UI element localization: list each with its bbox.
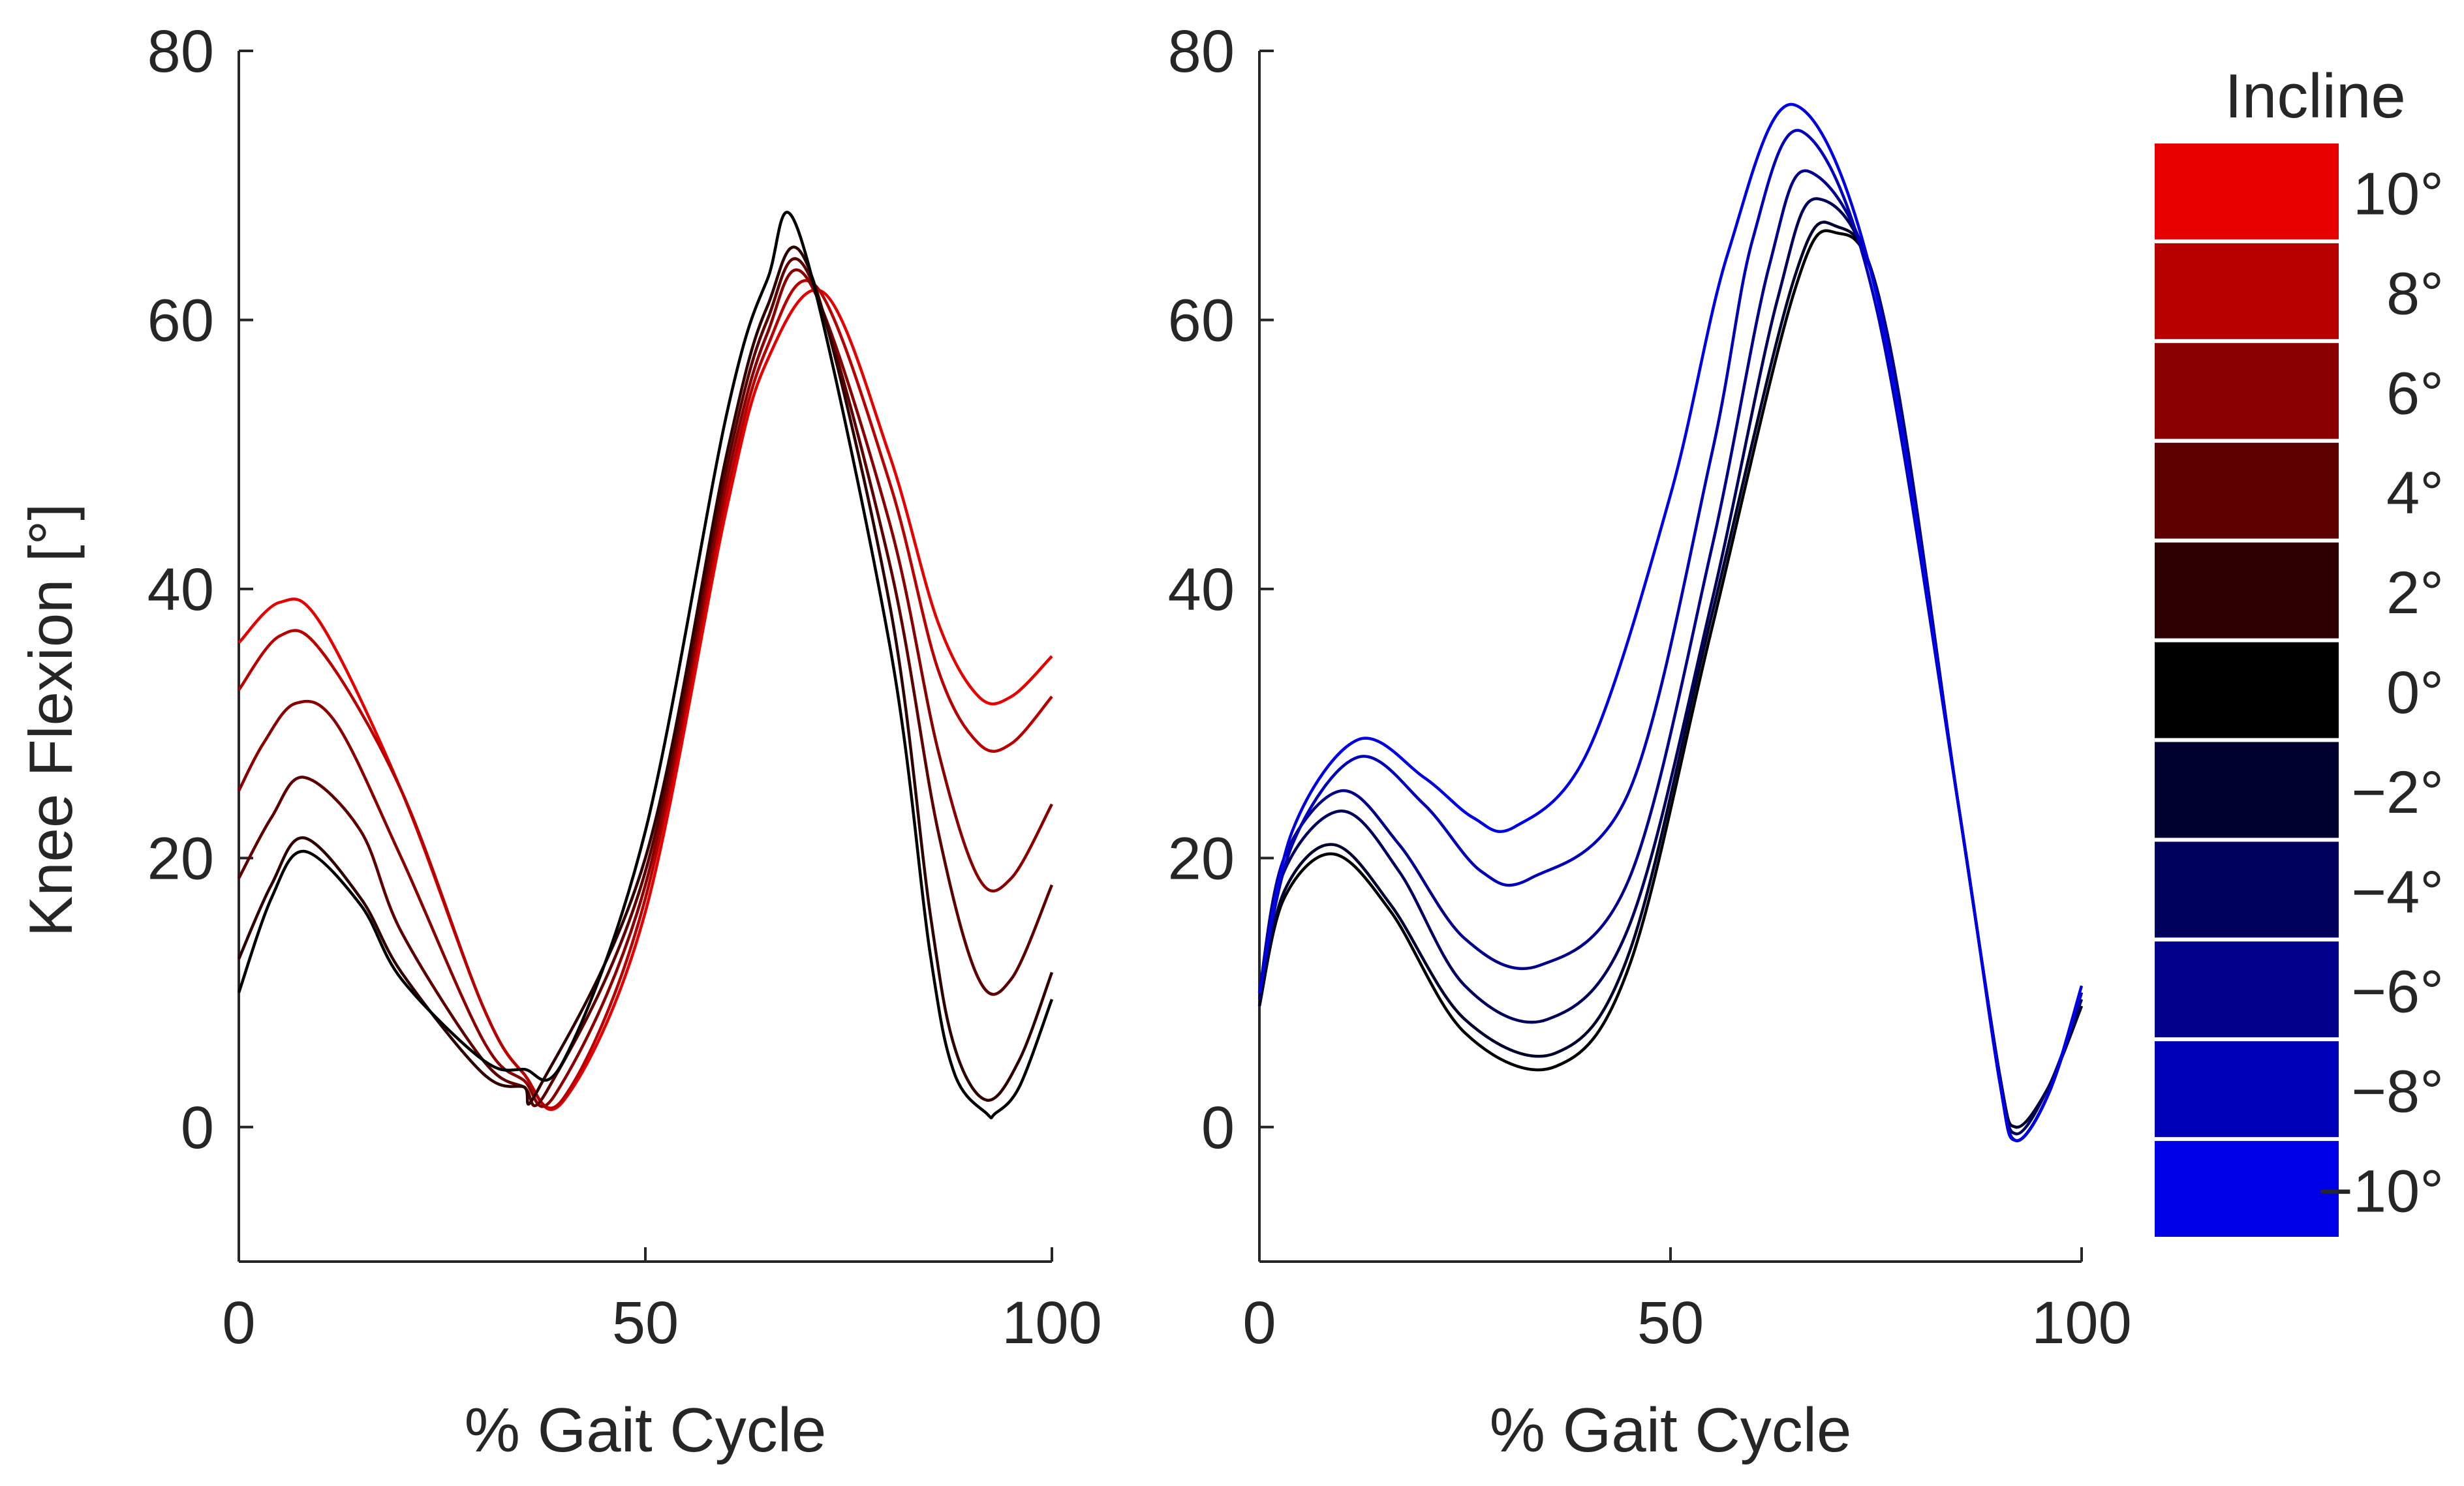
series-line-5 — [237, 245, 1054, 1106]
legend-swatch — [2155, 642, 2339, 738]
series-line-2 — [238, 279, 1053, 1110]
series-line-1 — [238, 288, 1053, 1112]
legend-label: −10° — [2318, 1159, 2444, 1225]
legend-label: 6° — [2386, 360, 2444, 427]
series-line-3 — [1257, 197, 2084, 1136]
legend-swatch — [2155, 342, 2339, 439]
y-tick-label: 20 — [1168, 825, 1235, 892]
legend-label: 4° — [2386, 460, 2444, 526]
y-tick-label: 20 — [147, 825, 214, 892]
legend-label: −4° — [2351, 859, 2444, 926]
series-line-5 — [1257, 129, 2084, 1142]
legend-label: 2° — [2386, 560, 2444, 626]
series-line-2 — [1257, 220, 2084, 1129]
right-panel-decline: 0 50 100 0 20 40 60 80 % Gait Cycle — [1168, 18, 2132, 1465]
series-line-3 — [238, 268, 1053, 1108]
legend-label: −2° — [2351, 759, 2444, 826]
x-axis-label: % Gait Cycle — [465, 1395, 827, 1465]
legend-swatch — [2155, 1141, 2339, 1237]
x-tick-label: 100 — [2031, 1290, 2132, 1356]
series-line-4 — [238, 257, 1054, 1108]
legend-swatch — [2155, 144, 2339, 239]
x-tick-label: 0 — [222, 1290, 255, 1356]
series-line-1 — [1257, 229, 2084, 1129]
series-line-6 — [237, 211, 1054, 1119]
y-tick-label: 60 — [1168, 287, 1235, 354]
legend-label: −6° — [2351, 959, 2444, 1025]
y-tick-label: 80 — [1168, 18, 1235, 85]
x-tick-label: 50 — [1637, 1290, 1704, 1356]
legend-swatch — [2155, 742, 2339, 838]
legend-label: 8° — [2386, 260, 2444, 327]
legend-swatch — [2155, 941, 2339, 1038]
x-axis-label: % Gait Cycle — [1490, 1395, 1852, 1465]
left-panel-incline: 0 50 100 0 20 40 60 80 % Gait Cycle — [147, 18, 1102, 1465]
y-tick-label: 40 — [147, 556, 214, 623]
y-tick-label: 0 — [181, 1095, 214, 1161]
legend-swatch — [2155, 243, 2339, 339]
y-axis-label: Knee Flexion [°] — [16, 504, 85, 937]
legend-label: −8° — [2351, 1059, 2444, 1125]
legend-swatch — [2155, 542, 2339, 639]
x-tick-label: 100 — [1002, 1290, 1102, 1356]
incline-legend: Incline 10° 8° 6° 4° 2° 0° −2° −4° −6° −8° −10° — [2155, 61, 2444, 1237]
y-tick-label: 60 — [147, 287, 214, 354]
legend-swatch — [2155, 1041, 2339, 1138]
x-tick-label: 50 — [612, 1290, 679, 1356]
legend-swatch — [2155, 442, 2339, 539]
legend-label: 10° — [2353, 160, 2444, 227]
y-tick-label: 80 — [147, 18, 214, 85]
series-line-6 — [1257, 102, 2084, 1142]
legend-label: 0° — [2386, 660, 2444, 726]
y-tick-label: 0 — [1201, 1095, 1235, 1161]
y-tick-label: 40 — [1168, 556, 1235, 623]
legend-swatch — [2155, 842, 2339, 938]
series-line-4 — [1257, 169, 2084, 1142]
x-tick-label: 0 — [1242, 1290, 1276, 1356]
legend-title: Incline — [2225, 61, 2406, 131]
